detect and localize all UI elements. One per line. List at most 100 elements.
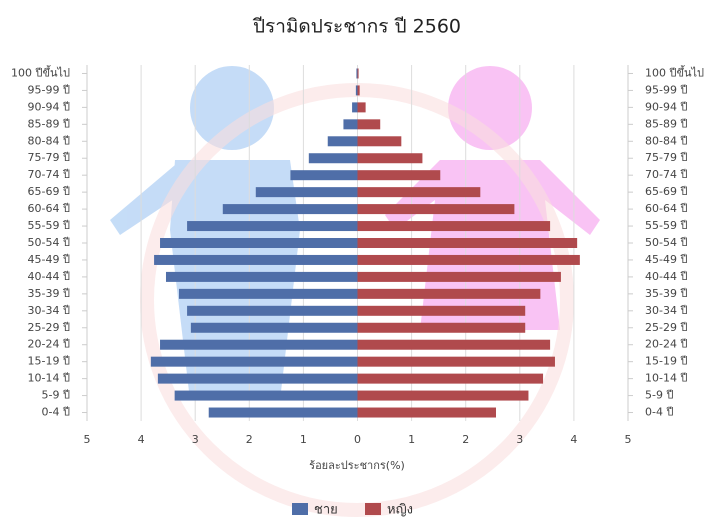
bar	[357, 238, 578, 248]
y-tick-label: 100 ปีขึ้นไป	[11, 64, 70, 79]
y-tick-label: 0-4 ปี	[42, 406, 70, 419]
y-tick-label: 35-39 ปี	[28, 287, 70, 300]
x-tick-label: 5	[84, 433, 91, 446]
y-tick-label: 85-89 ปี	[28, 117, 70, 130]
y-tick-label: 20-24 ปี	[28, 338, 70, 351]
bar	[357, 170, 441, 181]
x-tick-label: 4	[570, 433, 577, 446]
bar	[357, 187, 481, 198]
y-tick-label: 60-64 ปี	[28, 202, 70, 215]
y-tick-label: 95-99 ปี	[28, 83, 70, 96]
bar	[208, 407, 358, 418]
bar	[357, 119, 381, 130]
y-tick-label: 25-29 ปี	[28, 321, 70, 334]
y-tick-label: 55-59 ปี	[645, 219, 687, 232]
bar	[187, 305, 358, 316]
bar	[357, 204, 515, 215]
y-tick-label: 65-69 ปี	[28, 185, 70, 198]
y-tick-label: 90-94 ปี	[645, 100, 687, 113]
bar	[357, 288, 541, 299]
bar	[157, 373, 358, 384]
y-tick-label: 15-19 ปี	[645, 355, 687, 368]
legend-label: หญิง	[387, 503, 413, 518]
bar	[154, 254, 358, 265]
y-tick-label: 40-44 ปี	[645, 270, 687, 283]
legend-label: ชาย	[314, 503, 338, 518]
y-tick-label: 30-34 ปี	[28, 304, 70, 317]
y-tick-label: 100 ปีขึ้นไป	[645, 64, 704, 79]
y-tick-label: 70-74 ปี	[645, 168, 687, 181]
y-tick-label: 90-94 ปี	[28, 100, 70, 113]
y-tick-label: 15-19 ปี	[28, 355, 70, 368]
y-tick-label: 50-54 ปี	[645, 236, 687, 249]
y-tick-label: 50-54 ปี	[28, 236, 70, 249]
bar	[327, 136, 358, 147]
bar	[357, 85, 360, 96]
y-tick-label: 25-29 ปี	[645, 321, 687, 334]
x-tick-label: 1	[408, 433, 415, 446]
y-tick-label: 75-79 ปี	[645, 151, 687, 164]
bar	[190, 322, 358, 333]
x-axis-label: ร้อยละประชากร(%)	[309, 459, 405, 472]
bar	[355, 85, 358, 96]
bar	[357, 136, 402, 147]
y-tick-label: 5-9 ปี	[42, 389, 70, 402]
bar	[187, 221, 358, 232]
y-tick-label: 80-84 ปี	[28, 134, 70, 147]
y-tick-label: 40-44 ปี	[28, 270, 70, 283]
y-tick-label: 10-14 ปี	[28, 372, 70, 385]
y-tick-label: 0-4 ปี	[645, 406, 673, 419]
bar	[290, 170, 358, 181]
bar	[357, 102, 366, 113]
bar	[357, 407, 496, 418]
x-tick-label: 2	[462, 433, 469, 446]
chart-title: ปีรามิดประชากร ปี 2560	[252, 16, 461, 38]
x-tick-label: 0	[354, 433, 361, 446]
y-tick-label: 95-99 ปี	[645, 83, 687, 96]
x-tick-label: 4	[138, 433, 145, 446]
bar	[174, 390, 358, 401]
y-tick-label: 60-64 ปี	[645, 202, 687, 215]
y-tick-label: 30-34 ปี	[645, 304, 687, 317]
x-tick-label: 2	[246, 433, 253, 446]
bar	[160, 238, 358, 248]
y-tick-label: 20-24 ปี	[645, 338, 687, 351]
y-tick-label: 80-84 ปี	[645, 134, 687, 147]
bar	[352, 102, 358, 113]
bar	[160, 339, 358, 350]
bar	[150, 356, 358, 367]
y-tick-label: 70-74 ปี	[28, 168, 70, 181]
bar	[357, 254, 580, 265]
y-tick-label: 45-49 ปี	[28, 253, 70, 266]
bar	[178, 288, 358, 299]
bar	[356, 68, 358, 79]
bar	[357, 373, 544, 384]
bar	[357, 153, 423, 164]
y-tick-label: 65-69 ปี	[645, 185, 687, 198]
bar	[308, 153, 358, 164]
x-tick-label: 3	[192, 433, 199, 446]
y-tick-label: 55-59 ปี	[28, 219, 70, 232]
bar	[343, 119, 358, 130]
bar	[357, 356, 555, 367]
y-tick-label: 10-14 ปี	[645, 372, 687, 385]
bar	[357, 305, 526, 316]
y-tick-label: 75-79 ปี	[28, 151, 70, 164]
bar	[357, 271, 561, 282]
y-tick-label: 85-89 ปี	[645, 117, 687, 130]
x-tick-label: 5	[625, 433, 632, 446]
legend-swatch	[292, 503, 308, 515]
bar	[357, 339, 551, 350]
bar	[357, 322, 526, 333]
x-tick-label: 3	[516, 433, 523, 446]
bar	[357, 221, 551, 232]
bar	[357, 68, 359, 79]
bar	[222, 204, 358, 215]
y-tick-label: 5-9 ปี	[645, 389, 673, 402]
y-tick-label: 45-49 ปี	[645, 253, 687, 266]
legend-swatch	[365, 503, 381, 515]
bar	[165, 271, 358, 282]
x-tick-label: 1	[300, 433, 307, 446]
y-tick-label: 35-39 ปี	[645, 287, 687, 300]
